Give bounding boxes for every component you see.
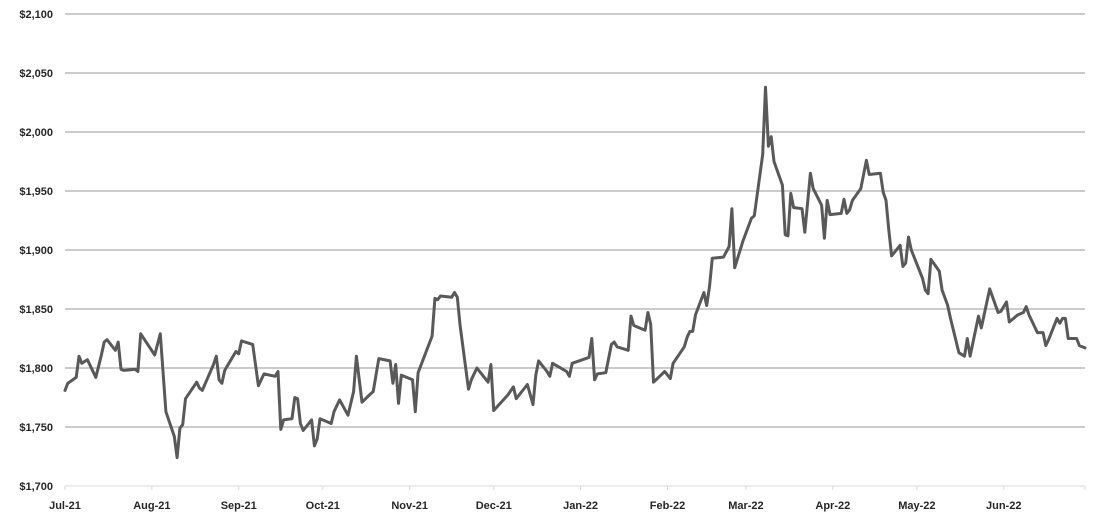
x-tick-label: Mar-22 xyxy=(728,500,763,512)
x-tick-label: Sep-21 xyxy=(221,500,257,512)
x-tick-label: Jan-22 xyxy=(563,500,598,512)
x-tick-label: May-22 xyxy=(898,500,935,512)
gridlines xyxy=(65,13,1085,428)
series xyxy=(63,85,1087,460)
x-tick-label: Apr-22 xyxy=(815,500,850,512)
y-tick-label: $1,850 xyxy=(19,304,53,316)
y-tick-label: $2,050 xyxy=(19,68,53,80)
x-tick-label: Oct-21 xyxy=(306,500,340,512)
y-axis-labels: $1,700 $1,750 $1,800 $1,850 $1,900 $1,950 $2,0… xyxy=(19,9,53,493)
y-tick-label: $1,700 xyxy=(19,481,53,493)
y-tick-label: $1,900 xyxy=(19,245,53,257)
x-tick-label: Jul-21 xyxy=(49,500,81,512)
x-tick-label: Nov-21 xyxy=(391,500,428,512)
x-axis: Jul-21 Aug-21 Sep-21 Oct-21 Nov-21 Dec-21 Jan-… xyxy=(49,485,1086,512)
x-tick-label: Dec-21 xyxy=(476,500,512,512)
y-tick-label: $1,750 xyxy=(19,422,53,434)
y-tick-label: $2,000 xyxy=(19,127,53,139)
price-line xyxy=(63,85,1087,460)
y-tick-label: $2,100 xyxy=(19,9,53,21)
y-tick-label: $1,800 xyxy=(19,363,53,375)
x-tick-label: Aug-21 xyxy=(133,500,170,512)
y-tick-label: $1,950 xyxy=(19,186,53,198)
x-tick-label: Jun-22 xyxy=(986,500,1021,512)
x-tick-label: Feb-22 xyxy=(650,500,685,512)
